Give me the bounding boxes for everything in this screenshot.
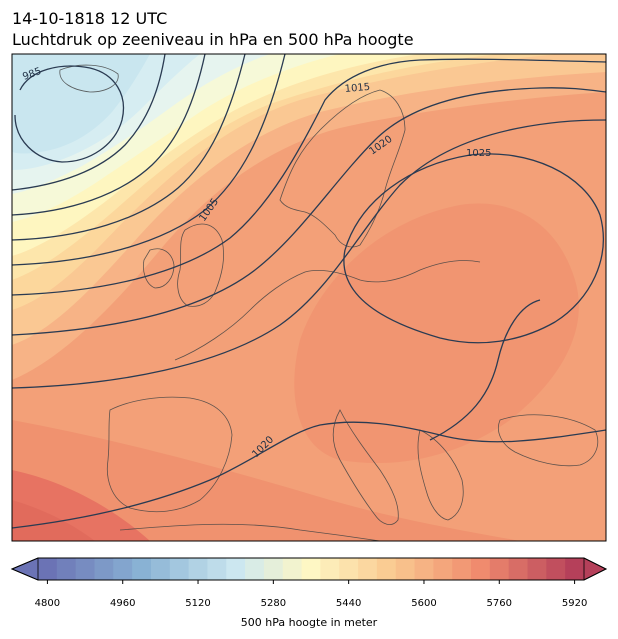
isobars bbox=[12, 54, 606, 529]
colorbar-segment bbox=[188, 558, 208, 580]
colorbar-segment bbox=[75, 558, 95, 580]
colorbar-segment bbox=[245, 558, 265, 580]
colorbar-segment bbox=[169, 558, 190, 580]
colorbar-segment bbox=[132, 558, 152, 580]
colorbar-segment bbox=[452, 558, 472, 580]
colorbar-segment bbox=[207, 558, 227, 580]
colorbar-segment bbox=[546, 558, 566, 580]
colorbar-segment bbox=[56, 558, 77, 580]
colorbar-tick-label: 5600 bbox=[411, 598, 436, 609]
colorbar-segments bbox=[38, 558, 585, 580]
isobar-label-1015: 1015 bbox=[344, 82, 370, 95]
colorbar-tick-label: 5760 bbox=[487, 598, 512, 609]
colorbar-extend-low bbox=[10, 557, 39, 581]
colorbar-segment bbox=[358, 558, 378, 580]
colorbar-segment bbox=[489, 558, 510, 580]
height-field: 985 1015 1020 1025 1005 1020 bbox=[12, 54, 606, 541]
map-title: Luchtdruk op zeeniveau in hPa en 500 hPa… bbox=[12, 30, 414, 49]
colorbar-segment bbox=[226, 558, 246, 580]
isobar-label-1025: 1025 bbox=[466, 148, 491, 159]
colorbar-segment bbox=[414, 558, 434, 580]
colorbar-segment bbox=[113, 558, 133, 580]
map-datetime: 14-10-1818 12 UTC bbox=[12, 9, 168, 28]
colorbar-tick-label: 5120 bbox=[185, 598, 210, 609]
colorbar-segment bbox=[527, 558, 547, 580]
colorbar-segment bbox=[263, 558, 284, 580]
colorbar-segment bbox=[150, 558, 171, 580]
colorbar-segment bbox=[320, 558, 340, 580]
colorbar-extend-high bbox=[583, 557, 607, 581]
colorbar-segment bbox=[508, 558, 529, 580]
colorbar-ticks: 4800 4960 5120 5280 5440 5600 5760 5920 bbox=[35, 580, 587, 609]
colorbar: 4800 4960 5120 5280 5440 5600 5760 5920 500 hPa… bbox=[10, 557, 608, 629]
colorbar-segment bbox=[565, 558, 585, 580]
colorbar-tick-label: 5440 bbox=[336, 598, 361, 609]
colorbar-segment bbox=[94, 558, 114, 580]
colorbar-segment bbox=[376, 558, 397, 580]
colorbar-segment bbox=[471, 558, 491, 580]
colorbar-tick-label: 4800 bbox=[35, 598, 60, 609]
coastlines bbox=[59, 64, 599, 541]
colorbar-label: 500 hPa hoogte in meter bbox=[241, 616, 378, 629]
map-frame bbox=[11, 53, 607, 542]
colorbar-segment bbox=[395, 558, 416, 580]
colorbar-outline bbox=[10, 557, 608, 581]
colorbar-tick-label: 5920 bbox=[562, 598, 587, 609]
colorbar-segment bbox=[282, 558, 303, 580]
colorbar-segment bbox=[433, 558, 453, 580]
colorbar-segment bbox=[301, 558, 321, 580]
colorbar-segment bbox=[38, 558, 58, 580]
colorbar-tick-label: 5280 bbox=[261, 598, 286, 609]
colorbar-tick-label: 4960 bbox=[110, 598, 135, 609]
colorbar-segment bbox=[339, 558, 359, 580]
